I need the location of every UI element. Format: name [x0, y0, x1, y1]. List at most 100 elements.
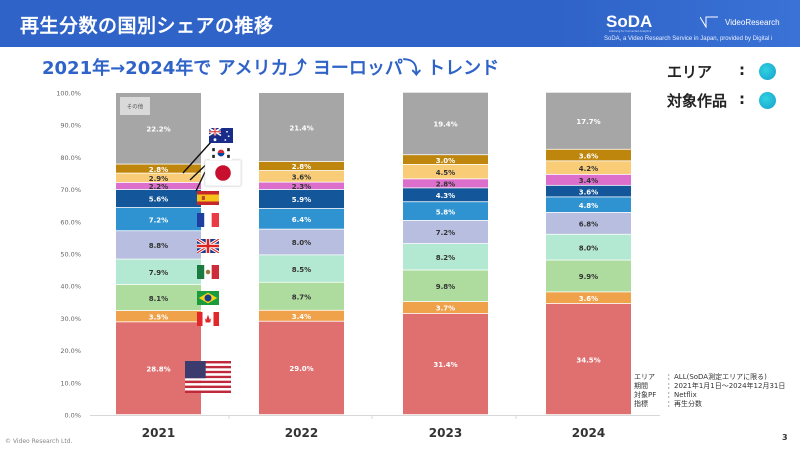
bar-segment	[259, 229, 344, 255]
area-label: エリア	[667, 63, 713, 81]
leader-line-australia	[182, 141, 212, 174]
data-label: 5.6%	[149, 196, 168, 204]
bar-segment	[259, 189, 344, 209]
data-label: 8.0%	[292, 239, 311, 247]
bar-segment	[116, 207, 201, 231]
y-tick-label: 70.0%	[60, 186, 81, 194]
leader-line-japan	[195, 171, 206, 192]
bar-segment	[259, 161, 344, 171]
works-globe-icon	[759, 92, 776, 109]
data-label: 2.8%	[436, 181, 455, 189]
note-value: ：Netflix	[667, 391, 697, 399]
bar-segment	[116, 259, 201, 285]
data-label: 3.4%	[292, 313, 311, 321]
bar-segment	[403, 220, 488, 244]
data-label: 34.5%	[576, 356, 600, 364]
bar-segment	[116, 173, 201, 183]
data-label: 28.8%	[146, 365, 170, 373]
data-label: 9.9%	[579, 273, 598, 281]
data-label: 3.7%	[436, 305, 455, 313]
note-key: 対象PF	[634, 391, 657, 399]
data-label: 4.5%	[436, 169, 455, 177]
mexico-flag-icon	[197, 265, 219, 279]
data-label: 5.9%	[292, 196, 311, 204]
bar-segment	[403, 164, 488, 179]
bar-segment	[403, 270, 488, 302]
data-label: 4.3%	[436, 192, 455, 200]
data-label: 2.2%	[149, 183, 168, 191]
note-row: エリア ：ALL(SoDA測定エリアに限る)	[634, 373, 785, 382]
bar-segment	[403, 244, 488, 270]
chart-notes: エリア ：ALL(SoDA測定エリアに限る) 期間 ：2021年1月1日～2024年…	[634, 373, 785, 409]
page-number: 3	[782, 433, 788, 442]
note-value: ：2021年1月1日～2024年12月31日	[667, 382, 786, 390]
data-label: 3.6%	[579, 295, 598, 303]
bar-segment	[403, 202, 488, 221]
works-colon: :	[739, 90, 745, 108]
bar-segment	[259, 93, 344, 162]
bar-segment	[259, 282, 344, 310]
bar-segment	[403, 155, 488, 165]
y-tick-label: 10.0%	[60, 379, 81, 387]
y-tick-label: 80.0%	[60, 154, 81, 162]
note-key: 指標	[634, 400, 648, 408]
header-bar: 再生分数の国別シェアの推移 SoDA Listening for Connect…	[0, 0, 800, 47]
bar-segment	[546, 292, 631, 304]
japan-flag-icon	[205, 160, 241, 186]
bar-segment	[116, 189, 201, 208]
note-value: ：再生分数	[667, 400, 702, 408]
data-label: 29.0%	[289, 365, 313, 373]
bar-segment	[546, 161, 631, 174]
note-row: 期間 ：2021年1月1日～2024年12月31日	[634, 382, 785, 391]
data-label: 19.4%	[433, 121, 457, 129]
brazil-flag-icon	[197, 291, 219, 305]
data-label: 8.7%	[292, 293, 311, 301]
bar-segment	[116, 284, 201, 311]
data-label: 3.0%	[436, 157, 455, 165]
other-label: その他	[127, 103, 144, 111]
page-title: 再生分数の国別シェアの推移	[20, 15, 274, 37]
france-flag-icon	[197, 213, 219, 227]
bar-segment	[546, 303, 631, 415]
spain-flag-icon	[197, 191, 219, 205]
x-tick-label: 2021	[142, 426, 175, 440]
y-tick-label: 60.0%	[60, 218, 81, 226]
bar-segment	[116, 164, 201, 173]
note-row: 対象PF ：Netflix	[634, 391, 785, 400]
bar-segment	[546, 197, 631, 212]
data-label: 6.4%	[292, 216, 311, 224]
data-label: 17.7%	[576, 118, 600, 126]
works-label: 対象作品	[667, 92, 728, 110]
data-label: 8.8%	[149, 242, 168, 250]
copyright: © Video Research Ltd.	[5, 438, 73, 445]
korea-flag-icon	[210, 146, 232, 160]
x-tick-label: 2023	[429, 426, 462, 440]
bar-segment	[259, 310, 344, 321]
note-row: 指標 ：再生分数	[634, 400, 785, 409]
y-tick-label: 100.0%	[56, 90, 81, 98]
note-key: 期間	[634, 382, 648, 390]
note-key: エリア	[634, 373, 655, 381]
data-label: 4.2%	[579, 165, 598, 173]
bar-segment	[546, 260, 631, 292]
works-legend-row: 対象作品 :	[667, 90, 776, 111]
bar-segment	[259, 170, 344, 182]
bar-segment	[546, 212, 631, 234]
data-label: 3.6%	[579, 152, 598, 160]
bar-segment	[546, 149, 631, 161]
data-label: 8.2%	[436, 254, 455, 262]
y-tick-label: 40.0%	[60, 283, 81, 291]
y-tick-label: 30.0%	[60, 315, 81, 323]
data-label: 3.6%	[579, 188, 598, 196]
bar-segment	[116, 231, 201, 259]
bar-segment	[259, 321, 344, 415]
bar-segment	[546, 234, 631, 260]
other-label-box	[120, 97, 150, 115]
data-label: 8.1%	[149, 295, 168, 303]
data-label: 3.5%	[149, 313, 168, 321]
subtitle-headline: 2021年→2024年で アメリカ⤴ ヨーロッパ⤵ トレンド	[42, 58, 500, 79]
soda-logo: SoDA	[606, 12, 653, 31]
provided-by-text: SoDA, a Video Research Service in Japan,…	[604, 36, 773, 42]
bar-segment	[403, 92, 488, 155]
data-label: 3.6%	[292, 174, 311, 182]
